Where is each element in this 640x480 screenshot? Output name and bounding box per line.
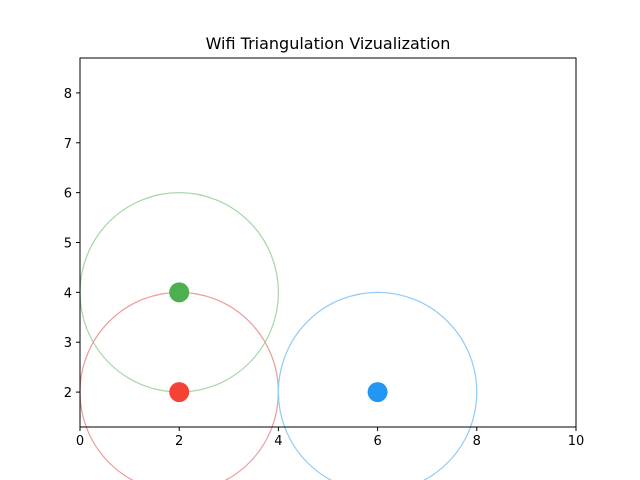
range-circle-2 <box>277 291 478 480</box>
y-tick-label: 5 <box>64 237 72 252</box>
y-tick-label: 3 <box>64 336 72 351</box>
x-tick-label: 6 <box>373 434 381 449</box>
access-point-marker-0 <box>169 282 190 303</box>
x-tick-label: 2 <box>175 434 183 449</box>
axis-ticks: 0 2 4 6 8 10 2 3 4 5 6 7 8 <box>64 87 585 449</box>
access-point-marker-2 <box>367 382 388 403</box>
x-tick-label: 0 <box>76 434 84 449</box>
y-tick-label: 8 <box>64 87 72 102</box>
access-points <box>169 282 388 403</box>
x-tick-label: 4 <box>274 434 282 449</box>
plot-frame <box>79 57 577 428</box>
y-tick-label: 7 <box>64 137 72 152</box>
chart-title: Wifi Triangulation Vizualization <box>206 34 451 53</box>
x-tick-label: 8 <box>473 434 481 449</box>
y-tick-label: 4 <box>64 286 72 301</box>
access-point-marker-1 <box>169 382 190 403</box>
y-tick-label: 2 <box>64 386 72 401</box>
x-tick-label: 10 <box>568 434 585 449</box>
y-tick-label: 6 <box>64 187 72 202</box>
